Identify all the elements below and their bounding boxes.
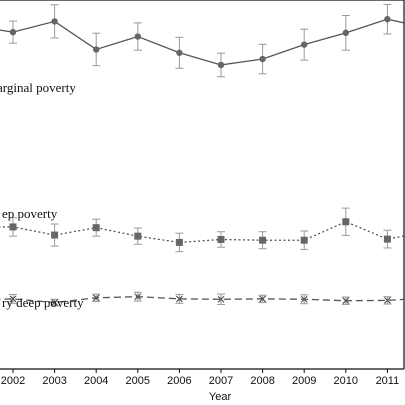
x-tick-label-2011: 2011 — [376, 375, 400, 387]
x-tick-label-2007: 2007 — [209, 375, 233, 387]
point-2-2011 — [383, 296, 391, 304]
point-2-2009 — [300, 295, 308, 303]
point-0-2010 — [342, 29, 349, 37]
point-0-2004 — [93, 46, 100, 53]
point-2-2003 — [51, 299, 59, 307]
series-0 — [0, 3, 405, 78]
x-tick-label-2003: 2003 — [42, 375, 66, 387]
point-0-2009 — [301, 41, 308, 48]
point-0-2006 — [176, 49, 183, 56]
x-tick-label-2004: 2004 — [84, 375, 108, 387]
point-2-2006 — [175, 295, 183, 303]
series-layer — [0, 3, 405, 307]
point-1-2010 — [342, 218, 350, 226]
plot-frame — [0, 0, 405, 370]
series-2 — [0, 291, 405, 307]
x-tick-label-2006: 2006 — [167, 375, 191, 387]
point-1-2002 — [9, 223, 17, 231]
point-2-2010 — [342, 297, 350, 305]
series-label-very-deep-poverty: ry deep poverty — [2, 295, 84, 310]
point-2-2007 — [217, 295, 225, 303]
point-2-2004 — [92, 294, 100, 302]
x-tick-label-2005: 2005 — [126, 375, 150, 387]
point-0-2002 — [9, 28, 17, 36]
x-tick-label-2009: 2009 — [292, 375, 316, 387]
point-0-2003 — [51, 18, 58, 25]
point-1-2003 — [51, 231, 59, 239]
series-1 — [0, 207, 405, 253]
point-0-2011 — [384, 15, 391, 23]
x-tick-label-2008: 2008 — [250, 375, 274, 387]
point-0-2005 — [134, 33, 141, 40]
point-1-2009 — [300, 236, 308, 244]
point-2-2002 — [9, 295, 17, 303]
x-tick-label-2002: 2002 — [1, 375, 25, 387]
x-tick-label-2010: 2010 — [334, 375, 358, 387]
point-1-2008 — [259, 236, 267, 244]
point-2-2005 — [134, 293, 142, 301]
point-2-2008 — [259, 295, 267, 303]
series-line-0 — [0, 18, 405, 66]
point-0-2008 — [259, 55, 266, 63]
series-label-marginal-poverty: arginal poverty — [0, 80, 76, 95]
x-axis: 2002 2003 2004 2005 2006 2007 2008 2009 2010 2011 — [1, 369, 399, 387]
point-1-2005 — [134, 232, 142, 240]
x-axis-label: Year — [209, 391, 232, 403]
series-label-deep-poverty: ep poverty — [2, 206, 58, 221]
point-1-2006 — [175, 238, 183, 246]
point-0-2007 — [217, 61, 225, 69]
point-1-2007 — [217, 235, 225, 243]
point-1-2011 — [383, 235, 391, 243]
point-1-2004 — [92, 224, 100, 232]
series-line-1 — [0, 221, 405, 244]
